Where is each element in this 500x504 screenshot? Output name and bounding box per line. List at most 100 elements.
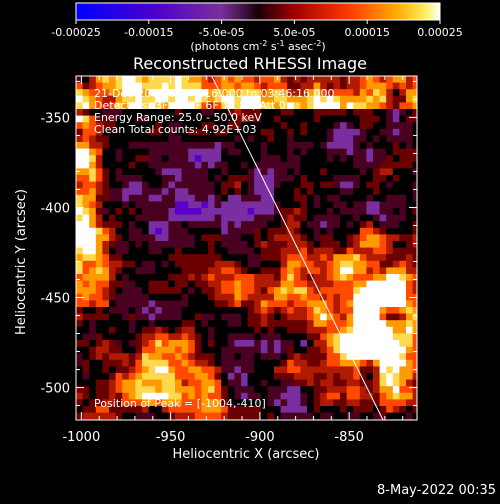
heatmap-cell bbox=[373, 379, 381, 387]
heatmap-cell bbox=[353, 89, 361, 97]
heatmap-cell bbox=[247, 168, 255, 176]
heatmap-cell bbox=[208, 333, 216, 341]
heatmap-cell bbox=[135, 412, 143, 420]
heatmap-cell bbox=[168, 221, 176, 229]
heatmap-cell bbox=[227, 208, 235, 216]
heatmap-cell bbox=[214, 346, 222, 354]
heatmap-cell bbox=[155, 300, 163, 308]
heatmap-cell bbox=[333, 379, 341, 387]
heatmap-cell bbox=[175, 379, 183, 387]
heatmap-cell bbox=[214, 260, 222, 268]
heatmap-cell bbox=[234, 208, 242, 216]
heatmap-cell bbox=[188, 194, 196, 202]
heatmap-cell bbox=[399, 333, 407, 341]
heatmap-cell bbox=[280, 102, 288, 110]
heatmap-cell bbox=[333, 135, 341, 143]
heatmap-cell bbox=[148, 313, 156, 321]
heatmap-cell bbox=[109, 155, 117, 163]
heatmap-cell bbox=[260, 346, 268, 354]
heatmap-cell bbox=[241, 353, 249, 361]
heatmap-cell bbox=[201, 135, 209, 143]
heatmap-cell bbox=[346, 142, 354, 150]
heatmap-cell bbox=[366, 366, 374, 374]
heatmap-cell bbox=[234, 181, 242, 189]
heatmap-cell bbox=[247, 333, 255, 341]
heatmap-cell bbox=[307, 392, 315, 400]
heatmap-cell bbox=[300, 340, 308, 348]
heatmap-cell bbox=[287, 234, 295, 242]
heatmap-cell bbox=[386, 267, 394, 275]
heatmap-cell bbox=[175, 293, 183, 301]
heatmap-cell bbox=[293, 346, 301, 354]
heatmap-cell bbox=[161, 102, 169, 110]
heatmap-cell bbox=[386, 320, 394, 328]
heatmap-cell bbox=[386, 307, 394, 315]
heatmap-cell bbox=[366, 109, 374, 117]
heatmap-cell bbox=[333, 254, 341, 262]
heatmap-cell bbox=[293, 366, 301, 374]
heatmap-cell bbox=[128, 320, 136, 328]
heatmap-cell bbox=[155, 76, 163, 84]
heatmap-cell bbox=[293, 300, 301, 308]
heatmap-cell bbox=[267, 155, 275, 163]
heatmap-cell bbox=[148, 142, 156, 150]
heatmap-cell bbox=[89, 300, 97, 308]
heatmap-cell bbox=[366, 148, 374, 156]
heatmap-cell bbox=[142, 221, 150, 229]
heatmap-cell bbox=[346, 214, 354, 222]
heatmap-cell bbox=[214, 82, 222, 90]
heatmap-cell bbox=[122, 241, 130, 249]
heatmap-cell bbox=[227, 386, 235, 394]
heatmap-cell bbox=[320, 122, 328, 130]
heatmap-cell bbox=[386, 287, 394, 295]
heatmap-cell bbox=[135, 221, 143, 229]
heatmap-cell bbox=[155, 161, 163, 169]
heatmap-cell bbox=[214, 379, 222, 387]
heatmap-cell bbox=[135, 280, 143, 288]
heatmap-cell bbox=[307, 412, 315, 420]
heatmap-cell bbox=[201, 181, 209, 189]
heatmap-cell bbox=[386, 333, 394, 341]
heatmap-cell bbox=[82, 293, 90, 301]
heatmap-cell bbox=[241, 307, 249, 315]
heatmap-cell bbox=[260, 168, 268, 176]
heatmap-cell bbox=[412, 227, 417, 235]
heatmap-cell bbox=[293, 142, 301, 150]
heatmap-cell bbox=[267, 353, 275, 361]
heatmap-cell bbox=[102, 188, 110, 196]
heatmap-cell bbox=[214, 353, 222, 361]
heatmap-cell bbox=[227, 379, 235, 387]
heatmap-cell bbox=[115, 76, 123, 84]
heatmap-cell bbox=[194, 353, 202, 361]
heatmap-cell bbox=[142, 320, 150, 328]
heatmap-cell bbox=[161, 300, 169, 308]
heatmap-cell bbox=[300, 181, 308, 189]
heatmap-cell bbox=[168, 142, 176, 150]
heatmap-cell bbox=[82, 82, 90, 90]
heatmap-cell bbox=[241, 188, 249, 196]
heatmap-cell bbox=[274, 247, 282, 255]
heatmap-cell bbox=[128, 234, 136, 242]
heatmap-cell bbox=[287, 254, 295, 262]
heatmap-cell bbox=[313, 254, 321, 262]
heatmap-cell bbox=[241, 406, 249, 414]
heatmap-cell bbox=[168, 115, 176, 123]
heatmap-cell bbox=[247, 122, 255, 130]
heatmap-cell bbox=[155, 82, 163, 90]
heatmap-cell bbox=[135, 274, 143, 282]
heatmap-cell bbox=[102, 386, 110, 394]
heatmap-cell bbox=[89, 155, 97, 163]
heatmap-cell bbox=[307, 333, 315, 341]
heatmap-cell bbox=[181, 313, 189, 321]
heatmap-cell bbox=[412, 254, 417, 262]
heatmap-cell bbox=[366, 333, 374, 341]
heatmap-cell bbox=[300, 260, 308, 268]
heatmap-cell bbox=[155, 247, 163, 255]
heatmap-cell bbox=[340, 293, 348, 301]
heatmap-cell bbox=[359, 326, 367, 334]
peak-position-label: Position of Peak = [-1004,-410] bbox=[94, 397, 266, 410]
heatmap-cell bbox=[227, 320, 235, 328]
heatmap-cell bbox=[386, 399, 394, 407]
heatmap-cell bbox=[115, 89, 123, 97]
heatmap-cell bbox=[247, 102, 255, 110]
